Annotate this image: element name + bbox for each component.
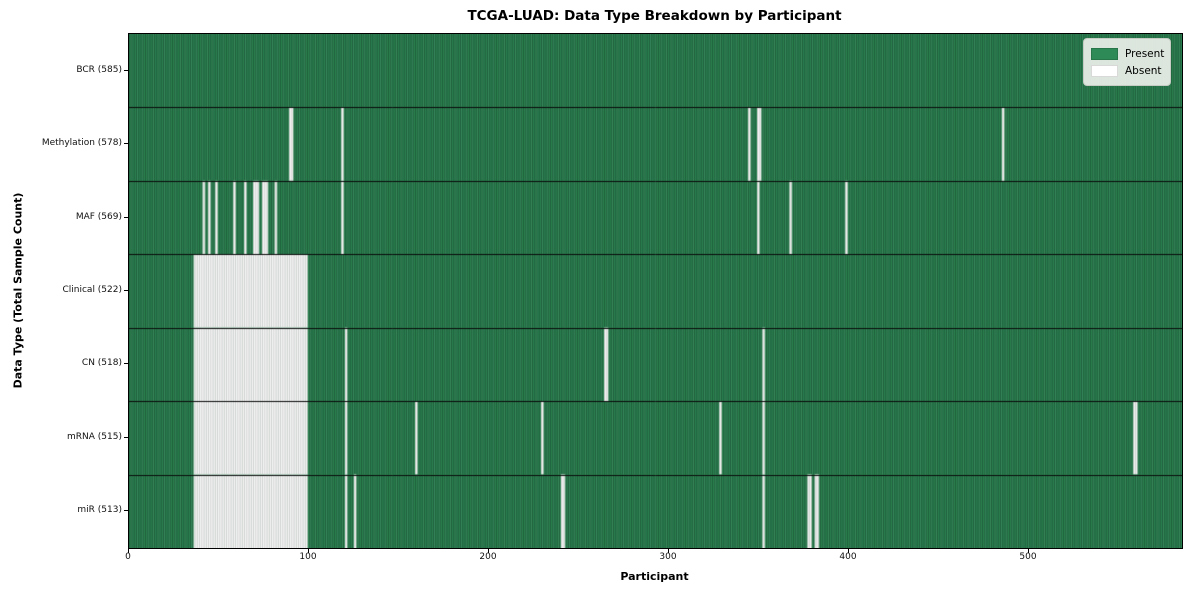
y-tick-label-mRNA: mRNA (515) [67, 431, 122, 442]
chart-title: TCGA-LUAD: Data Type Breakdown by Partic… [467, 8, 842, 24]
x-tick-mark [1028, 549, 1029, 553]
legend-entry-absent: Absent [1091, 62, 1162, 79]
legend-label: Present [1125, 47, 1165, 60]
y-tick-mark [124, 363, 128, 364]
y-tick-mark [124, 510, 128, 511]
y-tick-mark [124, 437, 128, 438]
x-tick-label-500: 500 [1019, 552, 1037, 562]
y-tick-mark [124, 290, 128, 291]
legend-entry-present: Present [1091, 45, 1165, 62]
y-tick-label-MAF: MAF (569) [75, 211, 122, 222]
x-tick-mark [488, 549, 489, 553]
x-tick-label-200: 200 [479, 552, 497, 562]
plot-area [128, 33, 1183, 549]
x-tick-label-300: 300 [659, 552, 677, 562]
y-tick-label-Methylation: Methylation (578) [41, 138, 122, 149]
x-tick-label-400: 400 [839, 552, 857, 562]
legend-swatch-present [1091, 47, 1118, 60]
x-tick-mark [308, 549, 309, 553]
x-tick-mark [668, 549, 669, 553]
x-tick-mark [848, 549, 849, 553]
legend-swatch-absent [1091, 64, 1118, 77]
x-tick-mark [128, 549, 129, 553]
x-tick-label-100: 100 [299, 552, 317, 562]
legend: Present Absent [1083, 38, 1171, 86]
y-tick-label-CN: CN (518) [81, 358, 122, 369]
y-tick-mark [124, 143, 128, 144]
x-axis-label: Participant [620, 570, 689, 583]
x-tick-label-0: 0 [125, 552, 131, 562]
y-tick-label-miR: miR (513) [77, 505, 122, 516]
y-tick-mark [124, 70, 128, 71]
presence-heatmap [129, 34, 1182, 548]
legend-label: Absent [1125, 64, 1162, 77]
y-tick-mark [124, 217, 128, 218]
y-tick-label-BCR: BCR (585) [76, 64, 122, 75]
y-tick-label-Clinical: Clinical (522) [62, 285, 122, 295]
